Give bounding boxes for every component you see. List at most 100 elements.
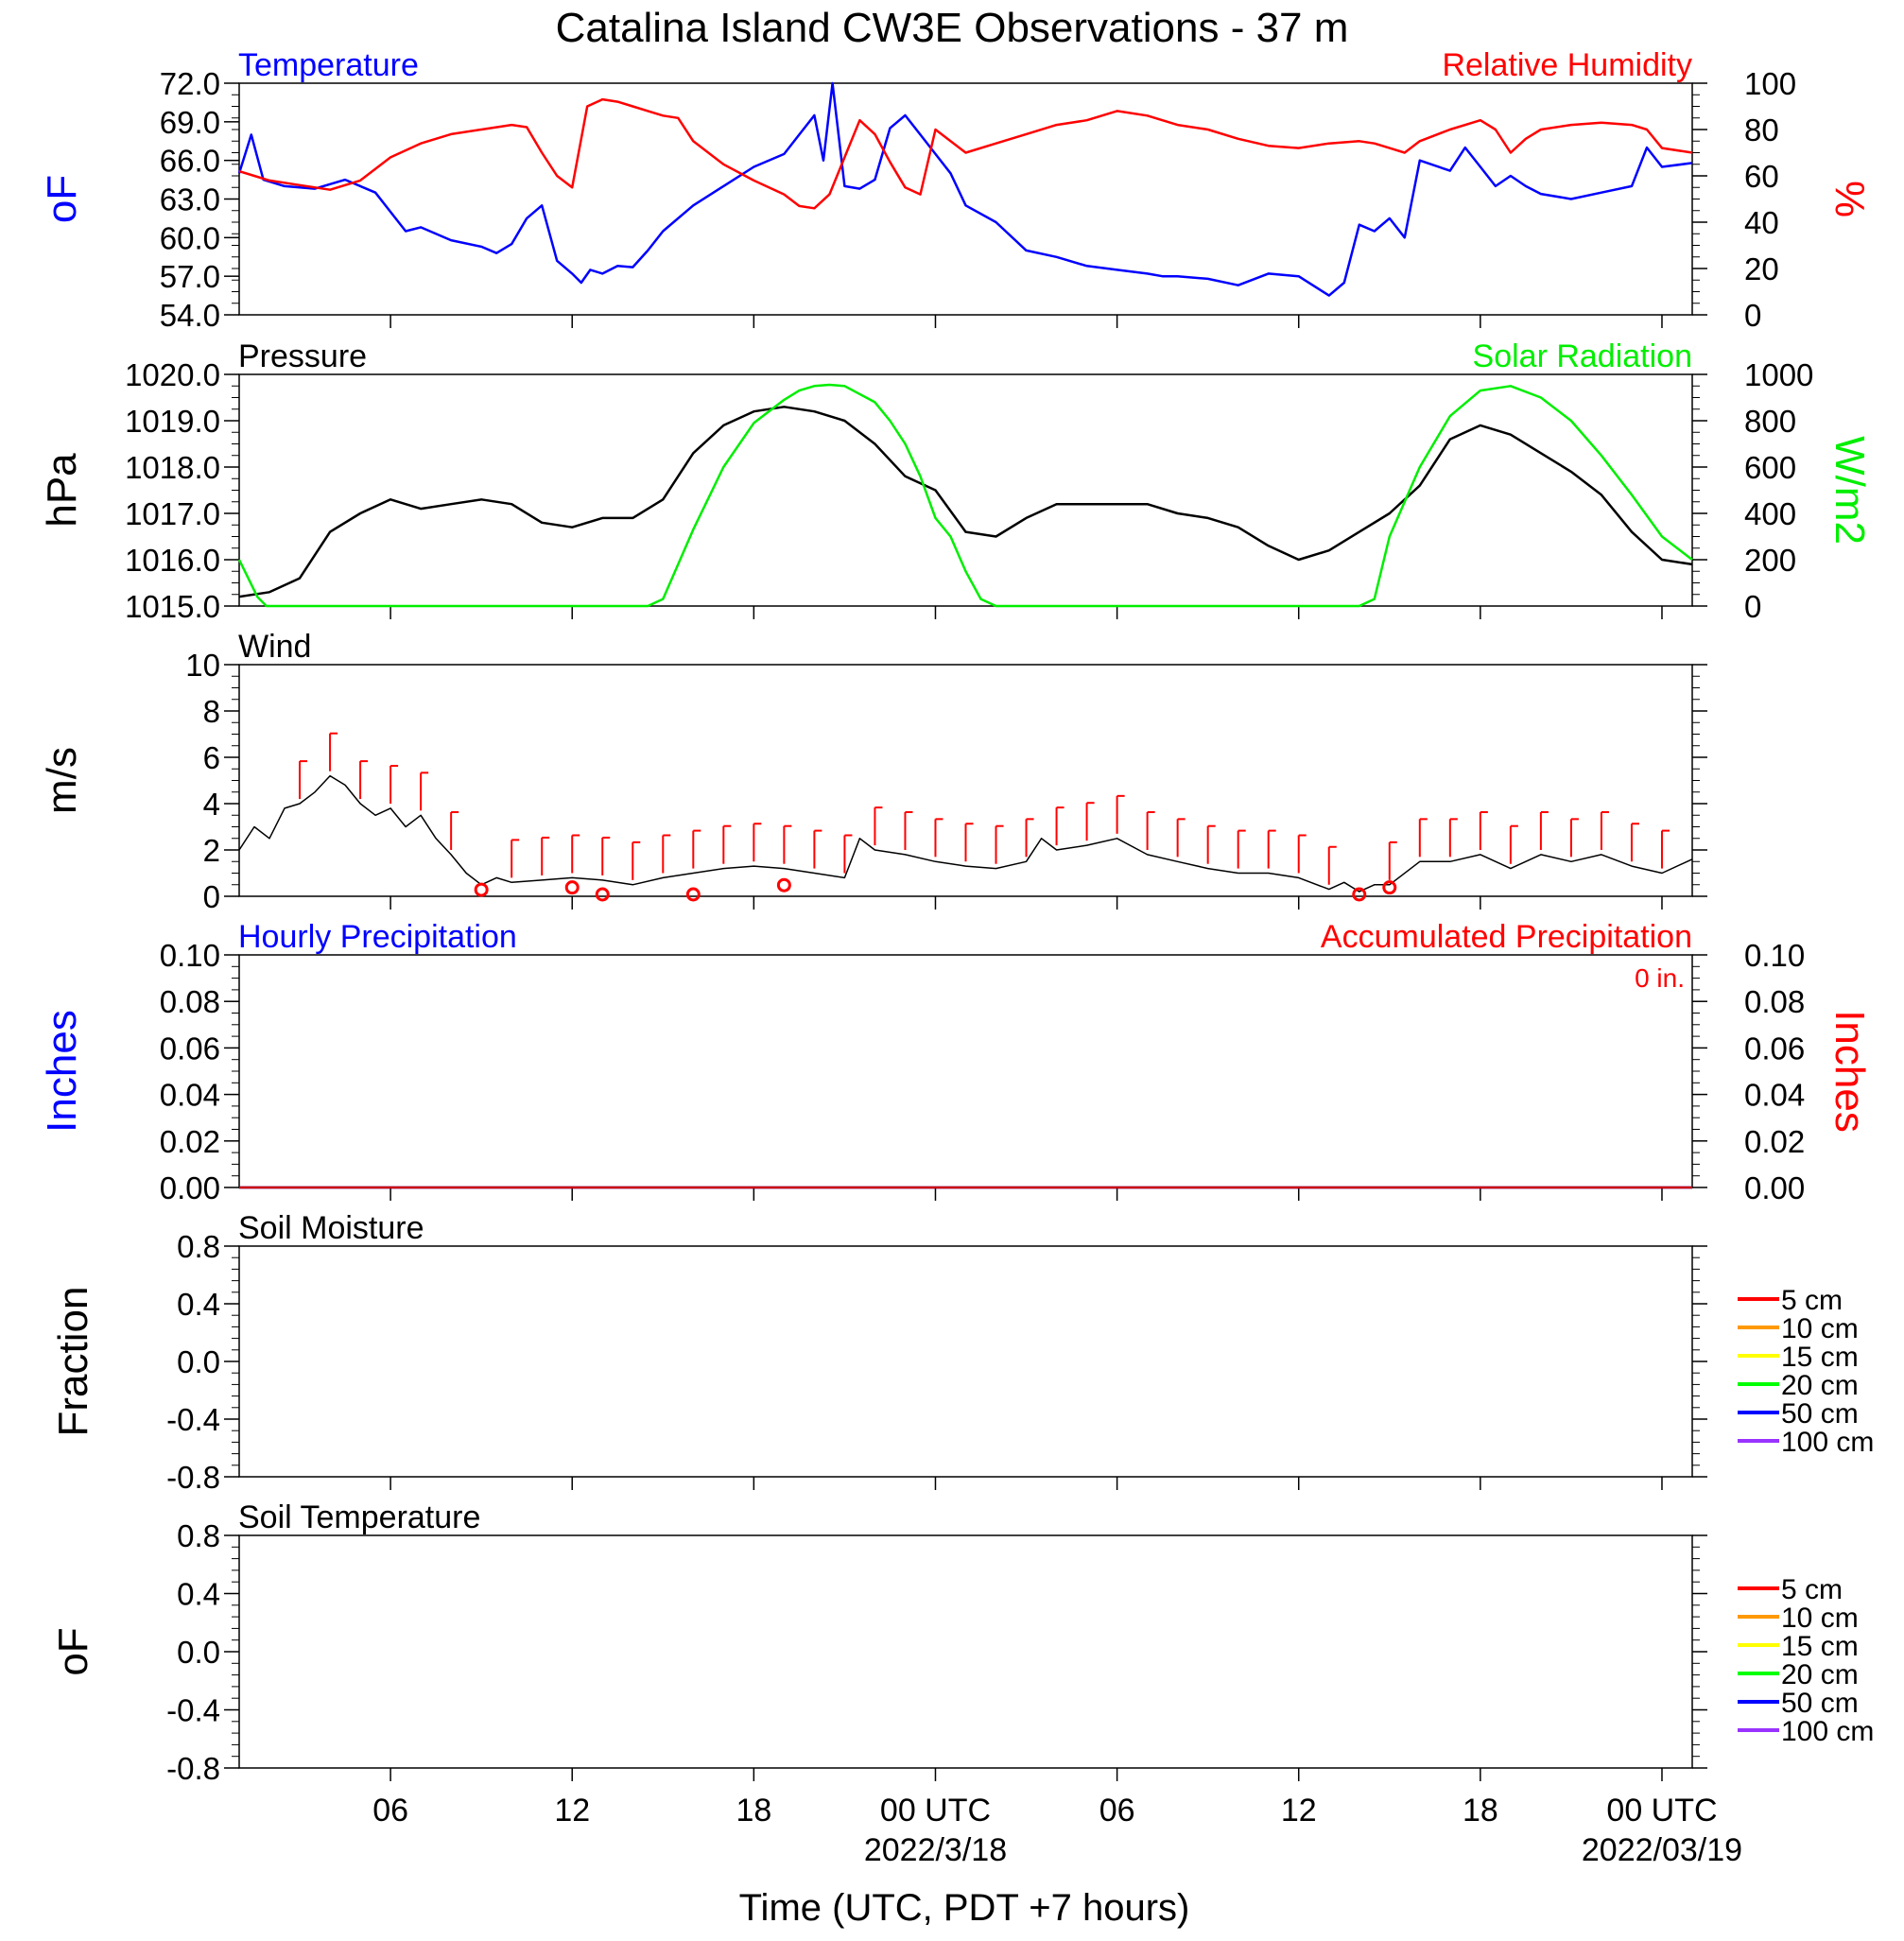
x-tick-label: 12	[554, 1793, 590, 1828]
series-line-pressure	[238, 406, 1693, 598]
y-tick-label-left: 0.00	[160, 1170, 220, 1205]
plot-frame	[238, 1534, 1693, 1769]
y-tick-label-left: 10	[185, 648, 220, 683]
y-tick-label-left: 0.0	[177, 1635, 220, 1670]
series-line-solar-radiation	[237, 383, 1693, 608]
y-tick-label-right: 800	[1744, 404, 1796, 439]
y-tick-label-left: 8	[203, 694, 220, 729]
y-tick-label-right: 0.02	[1744, 1124, 1805, 1159]
y-tick-label-left: 1020.0	[125, 357, 220, 392]
x-tick-date: 2022/03/19	[1582, 1832, 1742, 1868]
y-axis-label-right: W/m2	[1826, 436, 1873, 545]
plot-frame	[238, 1245, 1693, 1478]
panel-soil-moisture: 0.8 0.4 0.0 -0.4 -0.8 Soil Moisture Fraction 5 …	[50, 1210, 1874, 1495]
y-tick-label-left: 0.10	[160, 938, 220, 973]
y-tick-label-right: 0	[1744, 298, 1761, 333]
y-axis-label-left: m/s	[39, 747, 85, 814]
legend-label: 50 cm	[1781, 1398, 1859, 1430]
x-tick-label: 12	[1281, 1793, 1317, 1828]
y-tick-label-right: 0	[1744, 589, 1761, 624]
panel-title-left: Hourly Precipitation	[238, 919, 517, 955]
series-line-relative-humidity	[238, 97, 1693, 210]
y-tick-label-right: 40	[1744, 205, 1779, 240]
y-tick-label-left: 0.8	[177, 1518, 220, 1553]
x-tick-label: 18	[1463, 1793, 1498, 1828]
panel-title-right: Solar Radiation	[1473, 338, 1692, 374]
y-tick-label-right: 60	[1744, 159, 1779, 194]
panel-pressure-solar: 1020.0 1019.0 1018.0 1017.0 1016.0 1015.0 1000…	[39, 338, 1873, 624]
legend-label: 5 cm	[1781, 1285, 1843, 1316]
y-tick-label-left: 1017.0	[125, 496, 220, 531]
y-tick-label-right: 0.06	[1744, 1031, 1805, 1066]
legend-label: 10 cm	[1781, 1313, 1859, 1344]
y-tick-label-left: 60.0	[160, 220, 220, 255]
x-tick-label: 18	[736, 1793, 771, 1828]
y-tick-label-left: 0.0	[177, 1344, 220, 1379]
y-axis-label-left: oF	[39, 175, 85, 223]
panel-title-left: Temperature	[238, 47, 419, 83]
y-axis-label-left: oF	[50, 1627, 96, 1675]
panel-title-left: Pressure	[238, 338, 367, 374]
y-tick-label-left: -0.8	[166, 1751, 220, 1786]
calm-wind-circle	[474, 882, 489, 897]
y-tick-label-left: 54.0	[160, 298, 220, 333]
y-tick-label-left: 63.0	[160, 182, 220, 217]
calm-wind-circle	[595, 887, 610, 902]
y-tick-label-right: 100	[1744, 66, 1796, 101]
legend-label: 20 cm	[1781, 1370, 1859, 1401]
y-tick-label-left: 1016.0	[125, 543, 220, 578]
panel-title-left: Soil Temperature	[238, 1499, 480, 1535]
y-axis-label-left: hPa	[39, 453, 85, 528]
x-tick-label: 06	[372, 1793, 408, 1828]
plot-frame	[238, 954, 1693, 1188]
x-tick-label: 06	[1099, 1793, 1135, 1828]
y-tick-label-right: 1000	[1744, 357, 1813, 392]
x-axis: 06 12 18 00 UTC 2022/3/18 06 12 18 00 UTC 2022/03…	[372, 1793, 1742, 1868]
panel-title-left: Wind	[238, 629, 311, 665]
y-tick-label-left: 72.0	[160, 66, 220, 101]
panel-title-left: Soil Moisture	[238, 1210, 424, 1246]
y-tick-label-left: 1015.0	[125, 589, 220, 624]
y-tick-label-left: 66.0	[160, 144, 220, 179]
series-line-wind	[238, 774, 1693, 893]
panels: 72.069.066.063.060.057.054.0100806040200…	[39, 47, 1874, 1786]
calm-wind-circle	[685, 887, 701, 902]
y-tick-label-left: 1019.0	[125, 404, 220, 439]
calm-wind-circle	[1382, 880, 1397, 895]
y-tick-label-right: 0.00	[1744, 1170, 1805, 1205]
accumulated-total-label: 0 in.	[1635, 963, 1685, 993]
y-tick-label-left: -0.8	[166, 1460, 220, 1495]
x-axis-label: Time (UTC, PDT +7 hours)	[739, 1887, 1190, 1929]
y-tick-label-left: 1018.0	[125, 450, 220, 485]
legend-label: 5 cm	[1781, 1574, 1843, 1605]
panel-temperature-humidity: 72.0 69.0 66.063.060.0 57.0 54.0 100 80 60 40 20 0…	[39, 47, 1873, 333]
panel-wind: 10 8 6 4 2 0 Wind m/s	[39, 629, 1707, 914]
y-axis-label-left: Fraction	[50, 1287, 96, 1437]
legend-label: 15 cm	[1781, 1631, 1859, 1662]
panel-title-right: Relative Humidity	[1442, 47, 1692, 83]
y-tick-label-left: 0.08	[160, 984, 220, 1019]
y-tick-label-left: -0.4	[166, 1402, 220, 1437]
calm-wind-circle	[564, 880, 580, 895]
legend-label: 15 cm	[1781, 1342, 1859, 1373]
y-axis-label-right: %	[1826, 181, 1873, 217]
y-tick-label-right: 0.08	[1744, 984, 1805, 1019]
series-line-temperature	[237, 81, 1693, 297]
y-tick-label-right: 0.04	[1744, 1078, 1805, 1113]
calm-wind-circle	[776, 877, 791, 893]
calm-wind-circle	[1352, 887, 1367, 902]
y-tick-label-left: 57.0	[160, 259, 220, 294]
legend-label: 100 cm	[1781, 1716, 1874, 1747]
y-tick-label-left: 0.04	[160, 1078, 220, 1113]
chart-title: Catalina Island CW3E Observations - 37 m	[556, 5, 1349, 51]
x-tick-label: 00 UTC	[1606, 1793, 1717, 1828]
y-tick-label-left: -0.4	[166, 1693, 220, 1728]
y-axis-label-left: Inches	[39, 1010, 85, 1133]
y-axis-label-right: Inches	[1826, 1010, 1873, 1133]
legend-label: 100 cm	[1781, 1427, 1874, 1458]
y-tick-label-right: 400	[1744, 496, 1796, 531]
y-tick-label-left: 0	[203, 879, 220, 914]
x-tick-date: 2022/3/18	[864, 1832, 1007, 1868]
